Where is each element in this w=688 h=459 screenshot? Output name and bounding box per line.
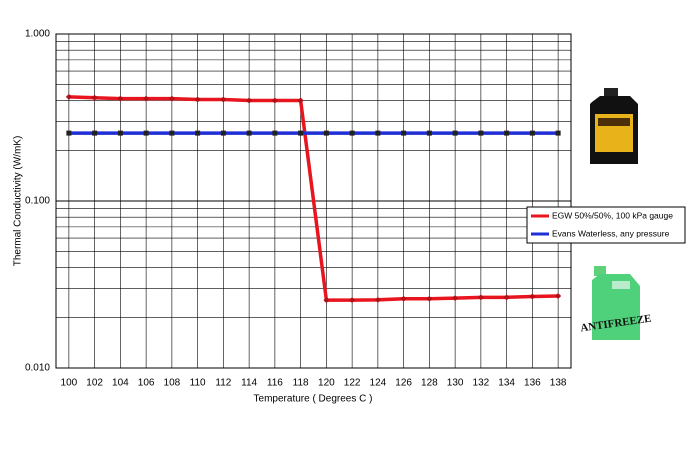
marker <box>323 130 329 136</box>
x-tick-label: 106 <box>138 378 155 389</box>
marker <box>246 97 253 104</box>
marker <box>169 130 175 136</box>
x-tick-label: 104 <box>112 378 129 389</box>
marker <box>297 97 304 104</box>
marker <box>143 95 150 102</box>
marker <box>349 297 356 304</box>
marker <box>195 130 201 136</box>
marker <box>426 295 433 302</box>
x-tick-label: 108 <box>164 378 181 389</box>
marker <box>349 130 355 136</box>
marker <box>529 130 535 136</box>
x-tick-label: 126 <box>395 378 412 389</box>
marker <box>271 97 278 104</box>
marker <box>452 130 458 136</box>
x-tick-label: 112 <box>215 378 231 389</box>
marker <box>194 96 201 103</box>
y-axis-label: Thermal Conductivity (W/mK) <box>13 136 24 267</box>
marker <box>246 130 252 136</box>
x-tick-label: 128 <box>421 378 438 389</box>
marker <box>66 130 72 136</box>
x-tick-label: 136 <box>524 378 541 389</box>
legend-label: Evans Waterless, any pressure <box>552 228 670 238</box>
x-tick-label: 114 <box>241 378 257 389</box>
marker <box>477 294 484 301</box>
x-tick-label: 102 <box>86 378 103 389</box>
y-tick-label: 0.010 <box>25 363 50 374</box>
marker <box>426 130 432 136</box>
series-line <box>68 95 559 302</box>
x-tick-label: 132 <box>473 378 490 389</box>
legend-label: EGW 50%/50%, 100 kPa gauge <box>552 210 673 220</box>
x-tick-label: 116 <box>267 378 283 389</box>
x-tick-label: 130 <box>447 378 464 389</box>
x-tick-label: 134 <box>498 378 515 389</box>
marker <box>220 96 227 103</box>
y-tick-label: 0.100 <box>25 196 50 207</box>
marker <box>143 130 149 136</box>
x-tick-label: 110 <box>190 378 206 389</box>
x-axis-label: Temperature ( Degrees C ) <box>254 394 373 405</box>
marker <box>65 93 72 100</box>
marker <box>323 297 330 304</box>
marker <box>117 130 123 136</box>
marker <box>555 292 562 299</box>
marker <box>117 95 124 102</box>
antifreeze-jug: ANTIFREEZE <box>580 266 652 340</box>
marker <box>529 293 536 300</box>
marker <box>401 130 407 136</box>
marker <box>91 94 98 101</box>
x-tick-label: 118 <box>293 378 309 389</box>
marker <box>504 130 510 136</box>
x-tick-label: 122 <box>344 378 361 389</box>
x-tick-label: 100 <box>61 378 78 389</box>
marker <box>220 130 226 136</box>
marker <box>452 295 459 302</box>
marker <box>374 296 381 303</box>
marker <box>400 295 407 302</box>
x-tick-label: 138 <box>550 378 567 389</box>
marker <box>92 130 98 136</box>
x-tick-label: 124 <box>370 378 387 389</box>
marker <box>375 130 381 136</box>
marker <box>478 130 484 136</box>
evans-bottle <box>590 88 638 164</box>
marker <box>168 95 175 102</box>
marker <box>272 130 278 136</box>
legend-box <box>526 206 686 244</box>
x-tick-label: 120 <box>318 378 335 389</box>
y-tick-label: 1.000 <box>25 29 50 40</box>
marker <box>555 130 561 136</box>
marker <box>503 294 510 301</box>
marker <box>298 130 304 136</box>
